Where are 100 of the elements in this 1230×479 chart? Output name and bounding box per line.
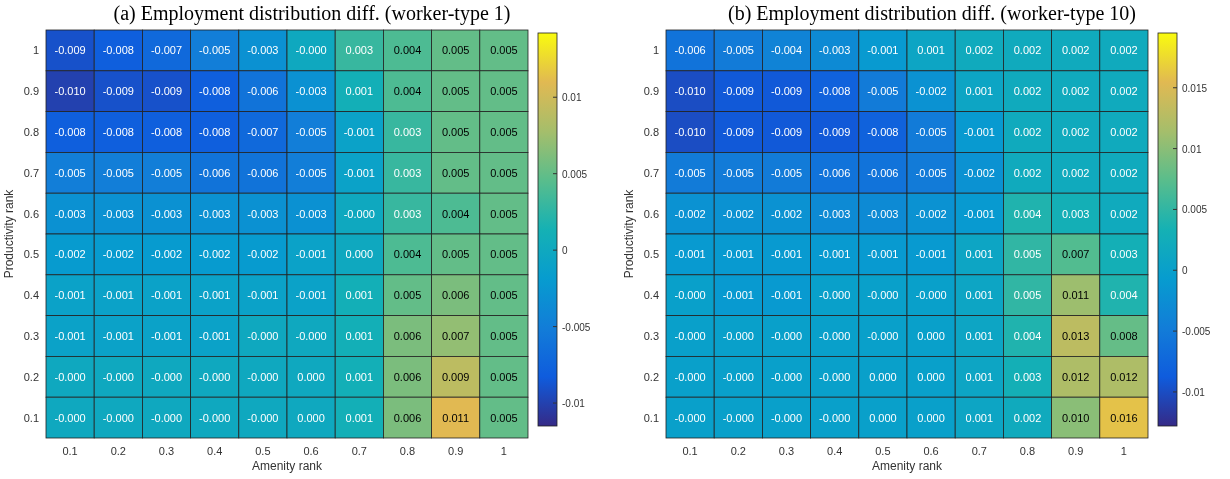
data-label: -0.000 [102, 370, 134, 383]
y-tick-label: 0.6 [643, 207, 659, 220]
data-label: -0.002 [915, 85, 947, 98]
data-label: 0.001 [965, 289, 994, 302]
data-label: 0.005 [490, 248, 518, 261]
data-label: -0.000 [915, 289, 947, 302]
data-label: 0.002 [1013, 126, 1042, 138]
data-label: -0.010 [674, 126, 706, 138]
data-label: -0.000 [819, 411, 851, 424]
x-tick-label: 0.7 [971, 445, 987, 457]
data-label: 0.005 [490, 44, 518, 57]
y-tick-label: 0.3 [643, 330, 659, 342]
data-label: -0.002 [963, 166, 995, 179]
data-label: -0.005 [54, 166, 86, 179]
color-bar-label: 0.01 [562, 92, 582, 104]
y-tick-label: 0.7 [23, 166, 39, 179]
x-tick-label: 0.9 [1068, 445, 1084, 457]
x-tick-label: 1 [500, 445, 507, 457]
data-label: 0.000 [917, 370, 945, 383]
data-label: -0.001 [102, 289, 134, 302]
data-label: 0.001 [965, 370, 994, 383]
data-label: 0.003 [393, 126, 422, 138]
data-label: -0.005 [915, 166, 947, 179]
data-label: 0.001 [345, 370, 374, 383]
data-label: -0.002 [247, 248, 279, 261]
data-label: 0.004 [393, 44, 422, 57]
chart-title: (b) Employment distribution diff. (worker-type 10) [727, 2, 1137, 25]
y-tick-label: 0.1 [23, 411, 39, 424]
data-label: 0.005 [441, 248, 470, 261]
data-label: -0.001 [150, 289, 183, 302]
data-label: -0.000 [674, 289, 706, 302]
color-bar-label: 0 [562, 245, 568, 257]
data-label: -0.008 [819, 85, 851, 98]
data-label: 0.003 [1061, 207, 1090, 220]
data-label: 0.001 [965, 85, 994, 98]
color-bar-label: -0.01 [1182, 386, 1206, 398]
data-label: -0.000 [54, 411, 86, 424]
data-label: -0.004 [770, 44, 803, 57]
data-label: -0.005 [770, 166, 803, 179]
data-label: -0.005 [150, 166, 183, 179]
data-label: -0.007 [247, 126, 279, 138]
data-label: 0.008 [1110, 330, 1138, 342]
data-label: -0.002 [150, 248, 183, 261]
data-label: -0.009 [102, 85, 134, 98]
data-label: -0.001 [770, 248, 803, 261]
data-label: 0.001 [965, 248, 994, 261]
data-label: -0.002 [674, 207, 706, 220]
data-label: 0.002 [1110, 207, 1138, 220]
data-label: -0.000 [722, 411, 754, 424]
y-tick-label: 0.3 [23, 330, 39, 342]
data-label: 0.006 [393, 370, 422, 383]
data-label: -0.000 [54, 370, 86, 383]
data-label: -0.006 [819, 166, 851, 179]
data-label: 0.002 [1013, 411, 1042, 424]
data-label: -0.001 [295, 289, 327, 302]
data-label: -0.000 [674, 370, 706, 383]
data-label: -0.001 [199, 289, 231, 302]
data-label: 0.001 [965, 330, 994, 342]
data-label: -0.000 [819, 330, 851, 342]
data-label: -0.005 [915, 126, 947, 138]
data-label: -0.000 [295, 44, 327, 57]
data-label: 0.001 [345, 289, 374, 302]
x-axis-title: Amenity rank [251, 459, 324, 473]
data-label: -0.005 [102, 166, 134, 179]
data-label: 0.006 [441, 289, 470, 302]
data-label: 0.002 [1013, 44, 1042, 57]
data-label: 0.005 [393, 289, 422, 302]
y-tick-label: 0.5 [23, 248, 39, 261]
data-label: 0.005 [441, 166, 470, 179]
y-tick-label: 0.9 [643, 85, 659, 98]
y-tick-label: 1 [32, 44, 39, 57]
y-tick-label: 0.6 [23, 207, 39, 220]
x-tick-label: 0.1 [62, 445, 78, 457]
data-label: 0.000 [297, 370, 325, 383]
data-label: -0.003 [295, 207, 327, 220]
y-axis-title: Productivity rank [622, 188, 636, 279]
data-label: -0.009 [722, 85, 754, 98]
data-label: 0.005 [441, 85, 470, 98]
y-tick-label: 0.7 [643, 166, 659, 179]
y-tick-label: 0.2 [643, 370, 659, 383]
data-label: 0.000 [869, 411, 897, 424]
data-label: 0.004 [1013, 207, 1042, 220]
data-label: -0.002 [915, 207, 947, 220]
data-label: -0.003 [819, 44, 851, 57]
data-label: 0.007 [441, 330, 470, 342]
color-bar-label: 0.015 [1182, 82, 1208, 94]
data-label: 0.004 [1013, 330, 1042, 342]
data-label: -0.001 [770, 289, 803, 302]
data-label: 0.002 [1061, 44, 1090, 57]
x-tick-label: 0.8 [1019, 445, 1036, 457]
data-label: 0.005 [490, 166, 518, 179]
data-label: 0.003 [1110, 248, 1138, 261]
data-label: -0.000 [770, 330, 803, 342]
data-label: 0.002 [1110, 166, 1138, 179]
data-label: -0.005 [722, 166, 754, 179]
data-label: -0.009 [819, 126, 851, 138]
data-label: -0.001 [915, 248, 947, 261]
data-label: -0.000 [247, 370, 279, 383]
data-label: 0.002 [1061, 166, 1090, 179]
data-label: 0.005 [490, 330, 518, 342]
